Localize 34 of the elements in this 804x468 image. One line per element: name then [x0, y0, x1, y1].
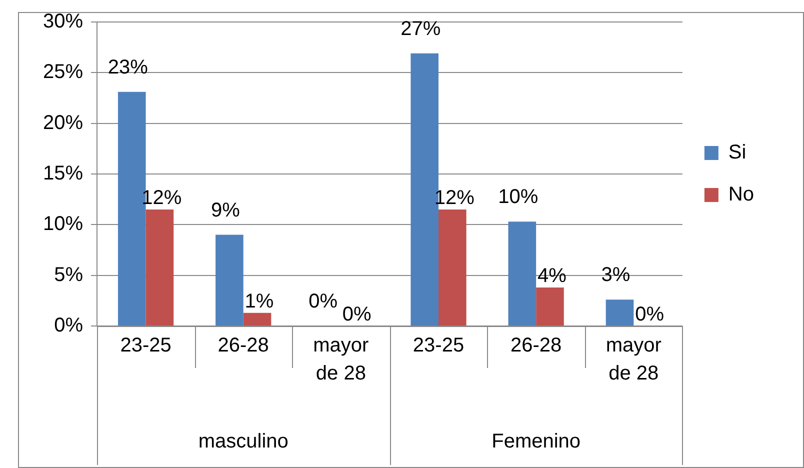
y-tick-label: 15% [42, 162, 84, 185]
text: masculino [198, 430, 288, 453]
y-tick-label: 25% [42, 61, 84, 84]
data-label: 27% [400, 18, 441, 40]
bar [216, 234, 244, 326]
y-tick-label: 5% [54, 264, 84, 286]
data-label: 23% [108, 56, 148, 78]
data-label: 3% [601, 264, 630, 286]
x-tick-label: mayor de 28 [606, 334, 662, 385]
y-tick-label: 20% [42, 112, 84, 134]
x-tick-label: 23-25 [120, 334, 172, 357]
bar [508, 222, 536, 326]
bar [146, 209, 174, 326]
y-tick-label: 0% [54, 314, 84, 337]
data-label: 10% [498, 186, 538, 208]
data-label: 4% [538, 265, 567, 288]
x-tick-label: 23-25 [412, 334, 464, 357]
x-tick-label: 26-28 [510, 334, 562, 357]
y-tick-label: 30% [42, 10, 84, 33]
x-tick-label: mayor de 28 [313, 334, 370, 385]
y-tick-label: 10% [42, 213, 84, 236]
bar [243, 312, 272, 326]
data-label: 0% [308, 290, 338, 313]
text: Femenino [492, 430, 581, 453]
data-label: 1% [244, 290, 274, 312]
legend-label: Si [728, 142, 746, 164]
bar [606, 300, 634, 326]
data-label: 0% [635, 304, 664, 326]
data-label: 9% [211, 199, 240, 222]
bar [536, 287, 564, 326]
data-label: 0% [342, 304, 372, 326]
legend-label: No [728, 184, 754, 206]
bar [438, 209, 466, 326]
x-tick-label: 26-28 [218, 334, 269, 357]
